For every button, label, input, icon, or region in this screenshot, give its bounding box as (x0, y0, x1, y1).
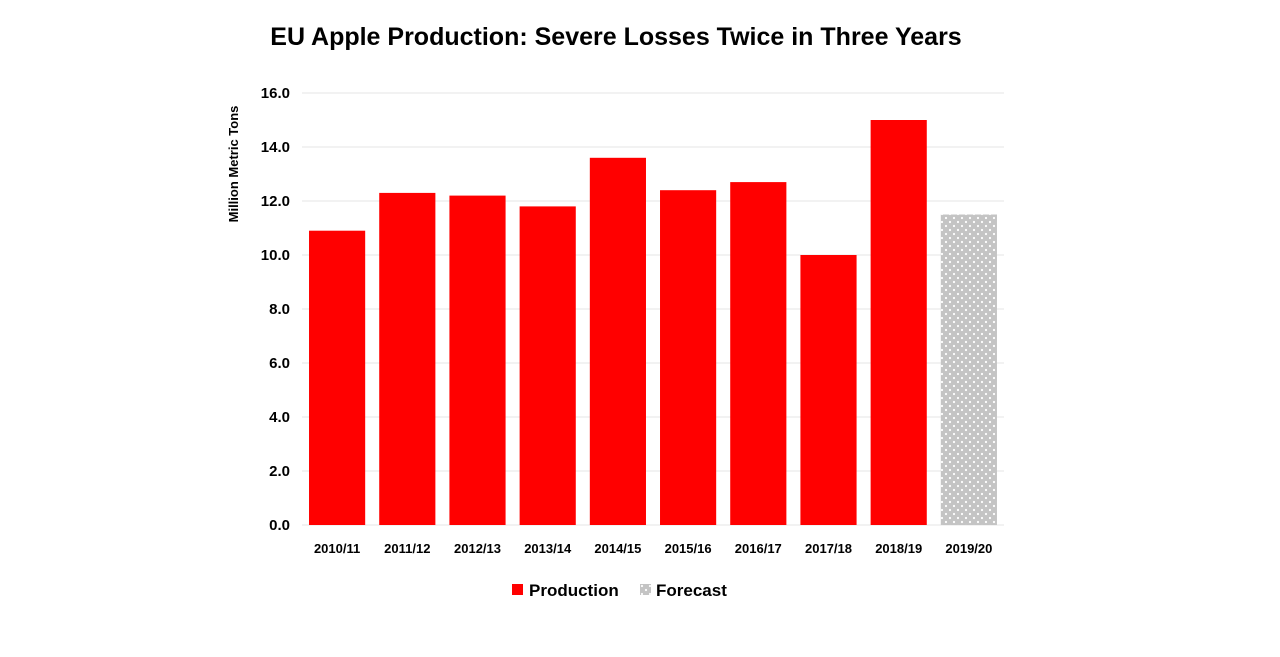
legend-swatch-forecast (640, 584, 651, 595)
y-tick-label: 4.0 (269, 409, 290, 426)
x-tick-label: 2019/20 (945, 541, 992, 556)
y-axis-label: Million Metric Tons (226, 106, 241, 223)
x-tick-label: 2017/18 (805, 541, 852, 556)
legend: Production Forecast (512, 581, 727, 600)
x-tick-label: 2018/19 (875, 541, 922, 556)
bar-2013-14 (519, 206, 576, 525)
x-tick-label: 2014/15 (594, 541, 641, 556)
bar-2016-17 (730, 182, 787, 525)
x-tick-label: 2010/11 (314, 541, 360, 556)
bar-2015-16 (660, 190, 717, 525)
y-tick-label: 0.0 (269, 517, 290, 534)
y-tick-label: 10.0 (261, 247, 290, 264)
y-tick-label: 16.0 (261, 85, 290, 102)
legend-label-forecast: Forecast (656, 581, 727, 600)
chart-title: EU Apple Production: Severe Losses Twice… (270, 23, 961, 51)
x-axis-ticks: 2010/11 2011/12 2012/13 2013/14 2014/15 2015/… (314, 541, 992, 556)
bar-2019-20 (940, 214, 997, 525)
y-tick-label: 2.0 (269, 463, 290, 480)
x-tick-label: 2015/16 (665, 541, 712, 556)
x-tick-label: 2011/12 (384, 541, 430, 556)
bar-2011-12 (379, 192, 436, 525)
legend-swatch-production (512, 584, 523, 595)
x-tick-label: 2016/17 (735, 541, 782, 556)
bar-2010-11 (309, 230, 366, 525)
y-tick-label: 8.0 (269, 301, 290, 318)
bars (309, 120, 997, 526)
bar-2012-13 (449, 195, 506, 525)
y-tick-label: 6.0 (269, 355, 290, 372)
legend-label-production: Production (529, 581, 619, 600)
y-axis-ticks: 0.0 2.0 4.0 6.0 8.0 10.0 12.0 14.0 16.0 (261, 85, 290, 534)
bar-2018-19 (870, 120, 927, 525)
bar-2014-15 (589, 157, 646, 526)
x-tick-label: 2013/14 (524, 541, 572, 556)
x-tick-label: 2012/13 (454, 541, 501, 556)
y-tick-label: 12.0 (261, 193, 290, 210)
y-tick-label: 14.0 (261, 139, 290, 156)
bar-2017-18 (800, 255, 857, 525)
